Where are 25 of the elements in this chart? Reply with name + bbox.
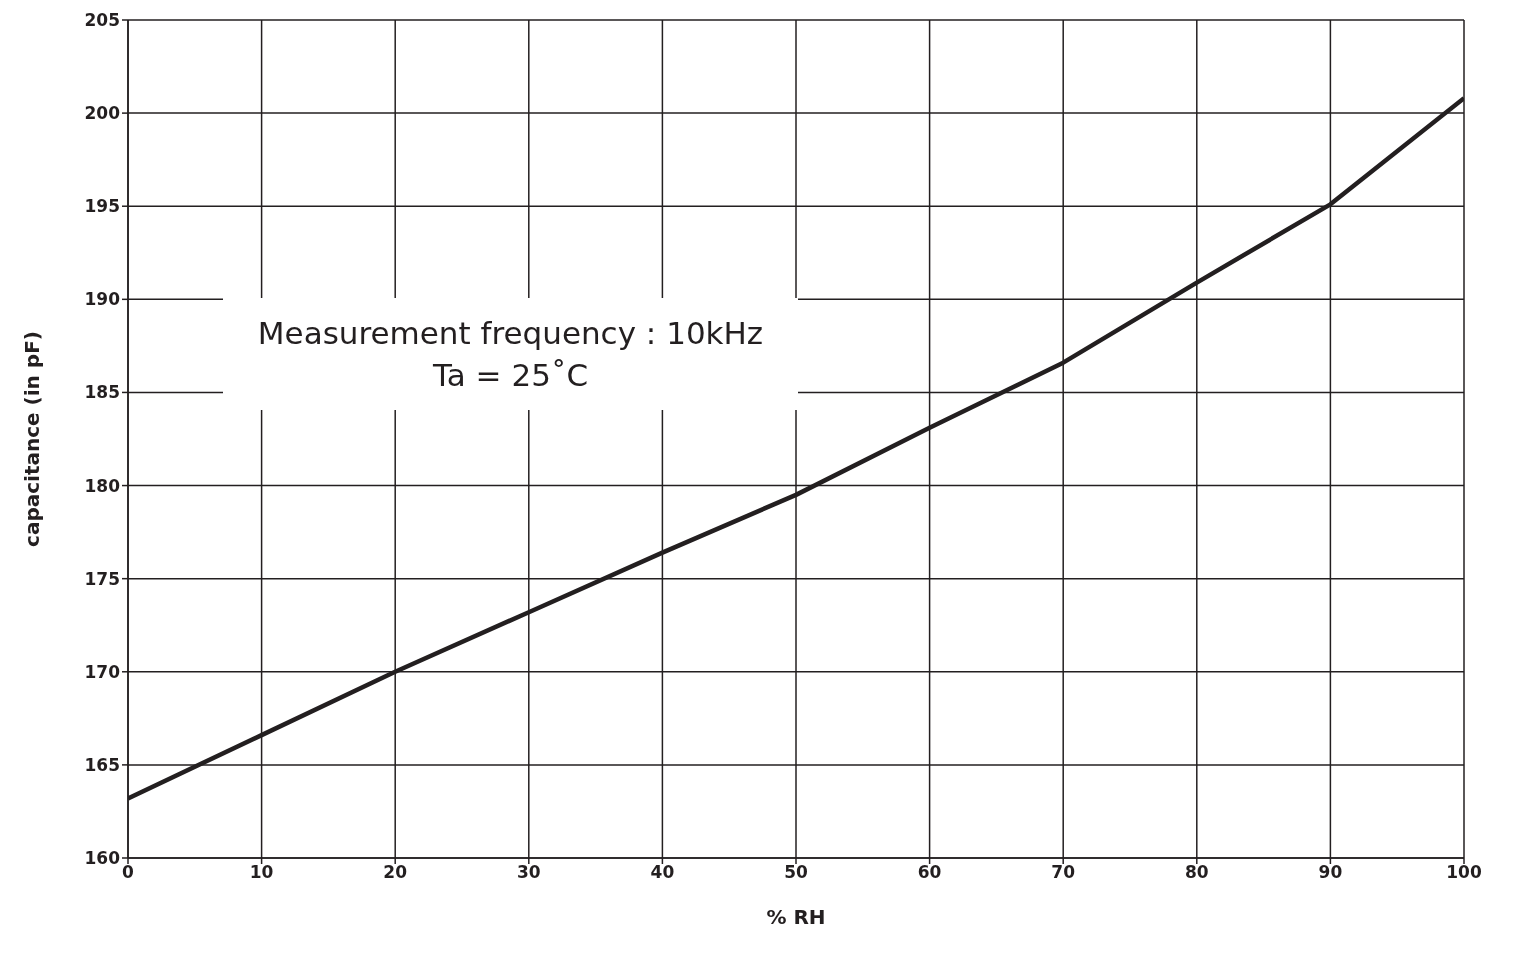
x-tick-label: 70	[1051, 862, 1076, 883]
y-tick-label: 175	[84, 568, 120, 589]
x-axis-title: % RH	[766, 905, 826, 929]
y-tick-label: 170	[84, 661, 121, 682]
y-tick-label: 165	[84, 754, 120, 775]
y-tick-label: 190	[84, 289, 121, 310]
y-tick-label: 205	[84, 10, 120, 31]
y-tick-label: 185	[84, 382, 120, 403]
x-tick-label: 40	[650, 862, 675, 883]
y-tick-label: 200	[84, 103, 121, 124]
x-tick-label: 50	[784, 862, 808, 883]
x-tick-label: 100	[1446, 862, 1482, 883]
y-axis-title: capacitance (in pF)	[20, 331, 45, 547]
x-tick-label: 80	[1184, 862, 1209, 883]
annotation: Measurement frequency : 10kHz	[256, 314, 765, 353]
x-tick-label: 0	[122, 862, 135, 883]
y-tick-label: 195	[84, 196, 120, 217]
x-tick-label: 10	[249, 862, 274, 883]
x-tick-label: 60	[917, 862, 942, 883]
y-tick-label: 180	[84, 475, 121, 496]
y-tick-label: 160	[84, 848, 121, 869]
x-tick-label: 20	[383, 862, 408, 883]
x-tick-label: 30	[516, 862, 541, 883]
x-tick-label: 90	[1318, 862, 1343, 883]
annotation: Ta = 25˚C	[431, 356, 590, 395]
